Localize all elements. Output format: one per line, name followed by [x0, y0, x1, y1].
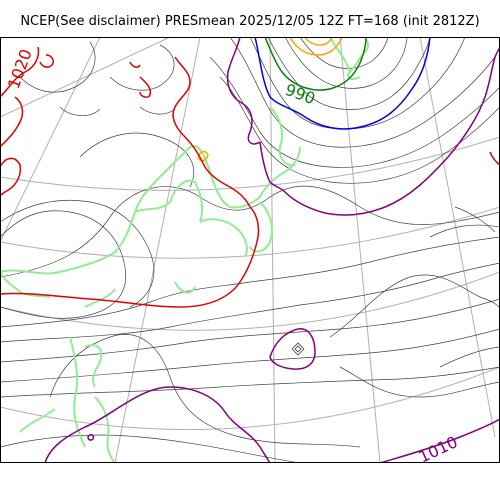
graticule-meridian — [114, 37, 201, 463]
graticule-meridian — [0, 37, 171, 118]
graticule-parallel — [0, 206, 500, 259]
isobar-1000 — [254, 37, 431, 130]
graticule-meridian — [0, 37, 101, 243]
graticule-parallel — [0, 271, 500, 331]
isobar-990 — [264, 37, 367, 91]
isobar-1010 — [44, 37, 500, 463]
graticule-parallel — [0, 136, 500, 191]
graticule-parallel — [0, 366, 500, 430]
pressure-map: 1020 990 1010 — [0, 37, 500, 463]
isobar-1020 — [0, 46, 500, 308]
graticule-meridian — [339, 37, 381, 463]
graticule — [0, 37, 500, 463]
thin-isobars — [0, 37, 500, 463]
graticule-meridian — [419, 37, 496, 438]
coastline — [0, 37, 369, 463]
chart-title: NCEP(See disclaimer) PRESmean 2025/12/05… — [20, 14, 480, 29]
map-frame: 1020 990 1010 — [0, 37, 500, 463]
high-center — [291, 342, 305, 356]
low-center — [197, 37, 343, 162]
